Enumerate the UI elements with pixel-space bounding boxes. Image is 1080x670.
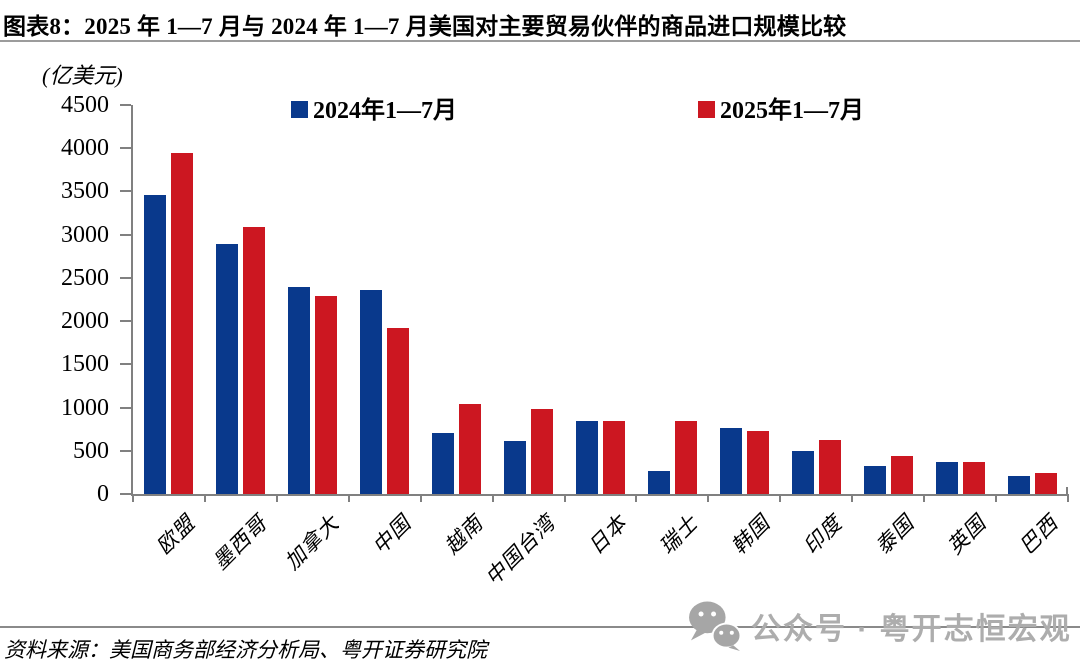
x-axis-tick <box>275 494 278 502</box>
x-category-label: 欧盟 <box>151 510 200 559</box>
x-axis-tick <box>995 494 998 502</box>
x-category-label: 泰国 <box>870 510 919 559</box>
x-category-label: 中国台湾 <box>480 510 560 591</box>
x-axis-tick <box>851 494 854 502</box>
bar-s2025 <box>674 421 697 494</box>
y-tick-label: 1500 <box>61 351 109 378</box>
bar-s2025 <box>890 456 913 494</box>
bar-s2025 <box>459 404 482 494</box>
x-axis-tick <box>1067 494 1069 502</box>
x-axis-tick <box>347 494 350 502</box>
bar-s2025 <box>962 462 985 494</box>
y-tick-label: 2500 <box>61 264 109 291</box>
x-category-label: 巴西 <box>1014 510 1063 559</box>
y-axis-tick <box>120 276 131 279</box>
bar-s2024 <box>504 441 527 494</box>
legend-swatch-2024 <box>291 101 308 118</box>
x-category-label: 加拿大 <box>279 510 344 575</box>
x-axis-end-tick <box>1066 487 1068 494</box>
x-axis-tick <box>779 494 782 502</box>
bar-s2024 <box>719 428 742 494</box>
bar-s2024 <box>935 462 958 494</box>
legend-label-2025: 2025年1—7月 <box>720 98 864 124</box>
title-divider <box>0 40 1080 42</box>
bar-s2024 <box>144 195 167 494</box>
bar-s2025 <box>603 421 625 494</box>
x-axis-tick <box>635 494 638 502</box>
y-axis-unit-label: (亿美元) <box>42 63 123 88</box>
bar-s2025 <box>315 296 338 494</box>
bar-s2025 <box>531 409 554 494</box>
x-category-label: 印度 <box>798 510 848 559</box>
y-axis-labels: 0 500 1000 1500 2000 2500 3000 3500 4000 4500 <box>0 93 112 506</box>
bar-s2024 <box>360 290 383 494</box>
bar-s2024 <box>432 433 455 494</box>
plot-area <box>120 104 1069 502</box>
x-category-label: 韩国 <box>727 510 776 559</box>
y-axis-tick <box>120 493 131 495</box>
y-axis-tick <box>120 233 131 236</box>
bar-s2025 <box>171 153 194 494</box>
y-axis-tick <box>120 406 131 409</box>
x-category-label: 英国 <box>942 510 991 559</box>
bar-s2024 <box>216 244 239 494</box>
x-axis-tick <box>132 494 134 502</box>
y-tick-label: 500 <box>73 437 109 464</box>
y-tick-label: 0 <box>97 481 109 507</box>
bar-s2025 <box>243 227 266 494</box>
y-tick-label: 3000 <box>61 221 109 248</box>
bar-s2025 <box>1034 473 1057 494</box>
bar-s2024 <box>1007 476 1030 494</box>
bar-s2024 <box>863 466 886 494</box>
watermark-text: 公众号 · 粤开志恒宏观 <box>751 613 1072 646</box>
x-category-label: 中国 <box>367 510 416 559</box>
x-axis-tick <box>491 494 494 502</box>
bar-s2025 <box>387 328 410 494</box>
x-category-label: 越南 <box>439 510 488 559</box>
wechat-icon <box>689 601 742 651</box>
x-axis-tick <box>203 494 206 502</box>
x-axis-tick <box>563 494 566 502</box>
bar-s2024 <box>576 421 598 494</box>
x-axis-tick <box>923 494 926 502</box>
bar-s2025 <box>818 440 841 494</box>
bar-s2024 <box>647 471 670 494</box>
bar-s2025 <box>746 431 769 494</box>
page-title: 图表8：2025 年 1—7 月与 2024 年 1—7 月美国对主要贸易伙伴的… <box>3 14 847 39</box>
x-category-label: 日本 <box>583 510 632 559</box>
y-axis-tick <box>120 147 131 150</box>
y-tick-label: 2000 <box>61 308 109 335</box>
y-tick-label: 3500 <box>61 178 109 205</box>
footer-divider <box>0 626 1080 628</box>
source-note: 资料来源：美国商务部经济分析局、粤开证券研究院 <box>4 638 487 662</box>
y-axis-tick <box>120 363 131 366</box>
bar-s2024 <box>791 451 814 494</box>
y-tick-label: 4000 <box>61 135 109 162</box>
watermark: 公众号 · 粤开志恒宏观 <box>688 600 1072 652</box>
legend-swatch-2025 <box>698 101 715 118</box>
legend-label-2024: 2024年1—7月 <box>313 98 457 124</box>
y-axis-tick <box>120 449 131 452</box>
y-axis-tick <box>120 104 131 106</box>
x-axis-tick <box>419 494 422 502</box>
y-tick-label: 4500 <box>61 92 109 118</box>
x-category-label: 墨西哥 <box>208 510 272 575</box>
x-category-label: 瑞士 <box>655 510 704 559</box>
y-axis-tick <box>120 190 131 193</box>
y-tick-label: 1000 <box>61 394 109 421</box>
bar-s2024 <box>288 287 311 494</box>
x-axis-tick <box>707 494 710 502</box>
y-axis-tick <box>120 320 131 323</box>
